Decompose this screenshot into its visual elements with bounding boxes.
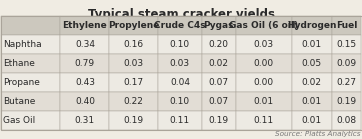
Text: 0.19: 0.19 — [124, 116, 144, 125]
Text: 0.01: 0.01 — [302, 40, 321, 49]
Text: 0.79: 0.79 — [75, 59, 95, 68]
Text: 0.17: 0.17 — [124, 78, 144, 87]
Text: 0.07: 0.07 — [209, 97, 229, 106]
Text: 0.31: 0.31 — [75, 116, 95, 125]
Text: 0.03: 0.03 — [170, 59, 190, 68]
Text: Ethylene: Ethylene — [63, 21, 107, 30]
Text: 0.08: 0.08 — [336, 116, 357, 125]
Text: Propane: Propane — [3, 78, 39, 87]
Text: 0.09: 0.09 — [336, 59, 357, 68]
Text: Source: Platts Analytics: Source: Platts Analytics — [275, 131, 361, 137]
Text: 0.20: 0.20 — [209, 40, 229, 49]
Text: 0.01: 0.01 — [302, 97, 321, 106]
Text: 0.40: 0.40 — [75, 97, 95, 106]
Text: Propylene: Propylene — [108, 21, 160, 30]
Text: 0.27: 0.27 — [337, 78, 357, 87]
Text: Pygas: Pygas — [203, 21, 234, 30]
Text: 0.05: 0.05 — [302, 59, 321, 68]
Text: 0.11: 0.11 — [254, 116, 274, 125]
Text: 0.11: 0.11 — [170, 116, 190, 125]
Text: 0.03: 0.03 — [254, 40, 274, 49]
Text: 0.16: 0.16 — [124, 40, 144, 49]
Text: Gas Oil: Gas Oil — [3, 116, 35, 125]
Text: 0.04: 0.04 — [170, 78, 190, 87]
Text: 0.01: 0.01 — [254, 97, 274, 106]
Text: Gas Oil (6 oil): Gas Oil (6 oil) — [229, 21, 298, 30]
Text: 0.19: 0.19 — [209, 116, 229, 125]
Text: 0.01: 0.01 — [302, 116, 321, 125]
Text: Ethane: Ethane — [3, 59, 34, 68]
Text: 0.43: 0.43 — [75, 78, 95, 87]
Text: 0.03: 0.03 — [124, 59, 144, 68]
Text: Hydrogen: Hydrogen — [287, 21, 336, 30]
Text: Typical steam cracker yields: Typical steam cracker yields — [88, 8, 274, 21]
Text: 0.02: 0.02 — [209, 59, 229, 68]
Text: Fuel: Fuel — [336, 21, 357, 30]
Text: Crude C4s: Crude C4s — [154, 21, 206, 30]
Text: 0.02: 0.02 — [302, 78, 321, 87]
Text: 0.22: 0.22 — [124, 97, 144, 106]
Text: 0.10: 0.10 — [170, 40, 190, 49]
Text: 0.10: 0.10 — [170, 97, 190, 106]
Text: 0.15: 0.15 — [336, 40, 357, 49]
Text: 0.07: 0.07 — [209, 78, 229, 87]
Text: 0.00: 0.00 — [254, 59, 274, 68]
Text: 0.19: 0.19 — [336, 97, 357, 106]
Text: 0.00: 0.00 — [254, 78, 274, 87]
Text: Butane: Butane — [3, 97, 35, 106]
Text: 0.34: 0.34 — [75, 40, 95, 49]
Text: Naphtha: Naphtha — [3, 40, 41, 49]
